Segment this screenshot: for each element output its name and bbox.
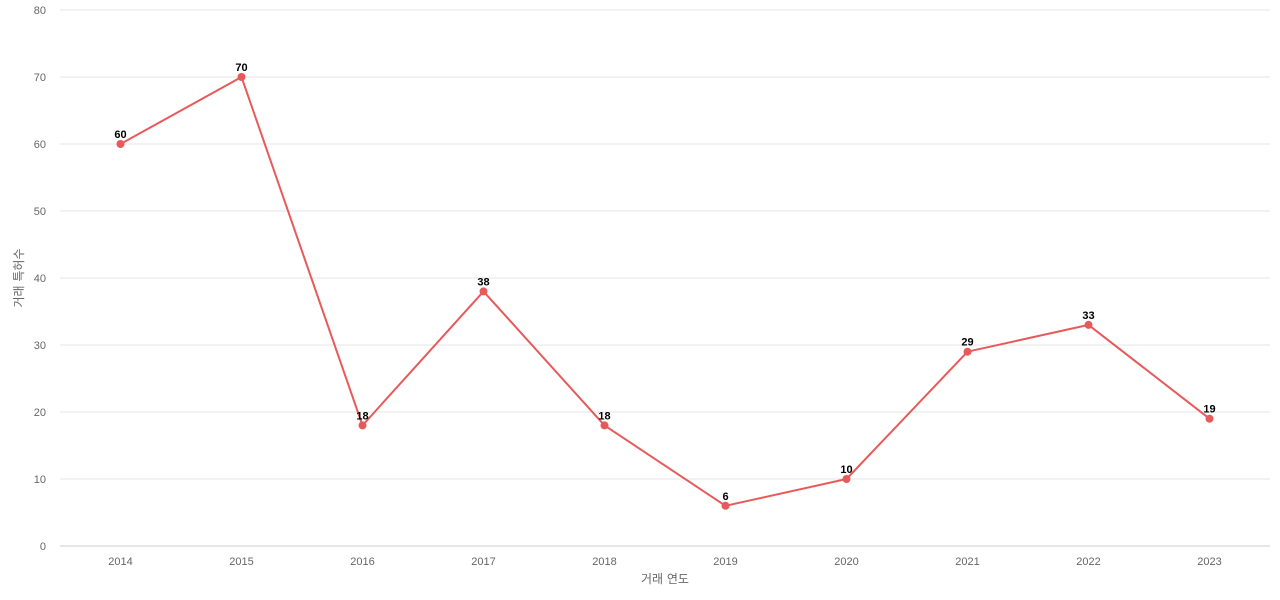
grid-layer: [60, 9, 1270, 547]
data-label: 18: [356, 410, 368, 422]
data-label: 38: [477, 276, 489, 288]
data-label: 6: [722, 491, 728, 503]
data-label: 29: [961, 337, 973, 349]
data-point[interactable]: [963, 347, 972, 356]
x-tick-label: 2020: [834, 556, 858, 568]
x-tick-label: 2015: [229, 556, 253, 568]
data-point[interactable]: [721, 501, 730, 510]
x-tick-label: 2017: [471, 556, 495, 568]
data-point[interactable]: [1084, 320, 1093, 329]
data-point[interactable]: [358, 421, 367, 430]
x-axis-title: 거래 연도: [641, 572, 689, 586]
y-tick-label: 10: [34, 474, 46, 486]
data-label: 70: [235, 62, 247, 74]
y-tick-label: 40: [34, 273, 46, 285]
data-label: 60: [114, 129, 126, 141]
y-tick-label: 0: [40, 541, 46, 553]
x-tick-label: 2019: [713, 556, 737, 568]
data-label: 18: [598, 410, 610, 422]
y-tick-label: 80: [34, 5, 46, 17]
x-tick-label: 2021: [955, 556, 979, 568]
data-label: 10: [840, 464, 852, 476]
series-layer: [116, 73, 1214, 510]
data-point[interactable]: [600, 421, 609, 430]
data-label: 19: [1203, 404, 1215, 416]
data-point[interactable]: [479, 287, 488, 296]
x-tick-label: 2023: [1197, 556, 1221, 568]
x-tick-label: 2022: [1076, 556, 1100, 568]
axis-layer: 0 10 20 30 40 50 60 70 80 2014 2015 2016 2017 2018 201…: [34, 5, 1222, 568]
y-tick-label: 70: [34, 72, 46, 84]
y-tick-label: 50: [34, 206, 46, 218]
data-label: 33: [1082, 310, 1094, 322]
data-point[interactable]: [116, 140, 125, 148]
x-tick-label: 2016: [350, 556, 374, 568]
data-point[interactable]: [237, 73, 246, 81]
data-label-layer: 60 70 18 38 18 6 10 29 33 19: [114, 62, 1215, 503]
series-line: [120, 76, 1211, 507]
x-tick-label: 2014: [108, 556, 132, 568]
data-point[interactable]: [1205, 414, 1214, 423]
data-point[interactable]: [842, 475, 851, 483]
y-axis-title: 거래 특허수: [12, 248, 26, 307]
y-tick-label: 20: [34, 407, 46, 419]
y-tick-label: 30: [34, 340, 46, 352]
x-tick-label: 2018: [592, 556, 616, 568]
y-tick-label: 60: [34, 139, 46, 151]
